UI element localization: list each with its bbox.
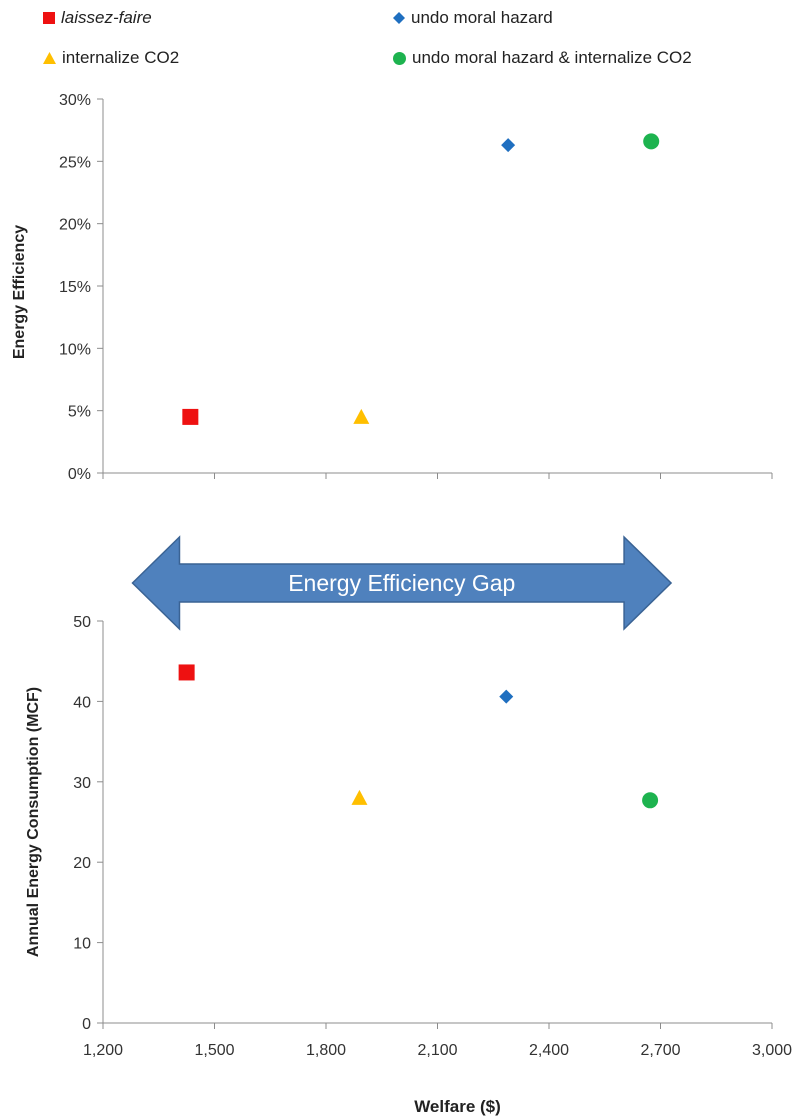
legend-item-undo-moral-hazard-internalize-co2: undo moral hazard & internalize CO2	[392, 48, 692, 68]
y-tick-label: 20%	[59, 217, 91, 234]
y-axis-label: Annual Energy Consumption (MCF)	[25, 687, 42, 957]
y-tick-label: 30%	[59, 92, 91, 109]
y-tick-label: 10	[73, 936, 91, 953]
x-tick-label: 3,000	[752, 1042, 792, 1059]
triangle-marker-icon	[43, 52, 56, 64]
legend-label: internalize CO2	[62, 48, 180, 67]
x-tick-label: 1,200	[83, 1042, 123, 1059]
y-tick-label: 5%	[68, 404, 91, 421]
data-point-square	[178, 664, 195, 681]
y-tick-label: 20	[73, 855, 91, 872]
diamond-marker-icon	[393, 12, 405, 24]
data-point-circle	[643, 133, 660, 150]
x-tick-label: 2,700	[640, 1042, 680, 1059]
y-tick-label: 0	[82, 1016, 91, 1033]
y-tick-label: 50	[73, 614, 91, 631]
legend-item-undo-moral-hazard: undo moral hazard	[392, 8, 553, 28]
y-tick-label: 10%	[59, 341, 91, 358]
y-axis-label: Energy Efficiency	[11, 225, 28, 359]
x-tick-label: 2,100	[417, 1042, 457, 1059]
data-point-square	[182, 408, 199, 425]
data-point-diamond	[499, 689, 514, 704]
data-point-circle	[642, 792, 659, 809]
legend-label: undo moral hazard & internalize CO2	[412, 48, 692, 67]
legend-item-internalize-co2: internalize CO2	[42, 48, 179, 68]
circle-marker-icon	[393, 51, 406, 65]
y-tick-label: 0%	[68, 466, 91, 483]
data-point-diamond	[501, 138, 516, 153]
data-point-triangle	[351, 789, 368, 805]
y-tick-label: 25%	[59, 154, 91, 171]
x-axis-label: Welfare ($)	[414, 1097, 501, 1116]
x-tick-label: 2,400	[529, 1042, 569, 1059]
legend-label: laissez-faire	[61, 8, 152, 27]
x-tick-label: 1,500	[194, 1042, 234, 1059]
square-marker-icon	[43, 12, 55, 24]
double-arrow-icon	[131, 535, 673, 631]
legend-item-laissez-faire: laissez-faire	[42, 8, 152, 28]
y-tick-label: 30	[73, 775, 91, 792]
y-tick-label: 40	[73, 694, 91, 711]
x-tick-label: 1,800	[306, 1042, 346, 1059]
annotation-label: Energy Efficiency Gap	[288, 570, 515, 596]
y-tick-label: 15%	[59, 279, 91, 296]
legend-label: undo moral hazard	[411, 8, 553, 27]
data-point-triangle	[353, 408, 370, 424]
